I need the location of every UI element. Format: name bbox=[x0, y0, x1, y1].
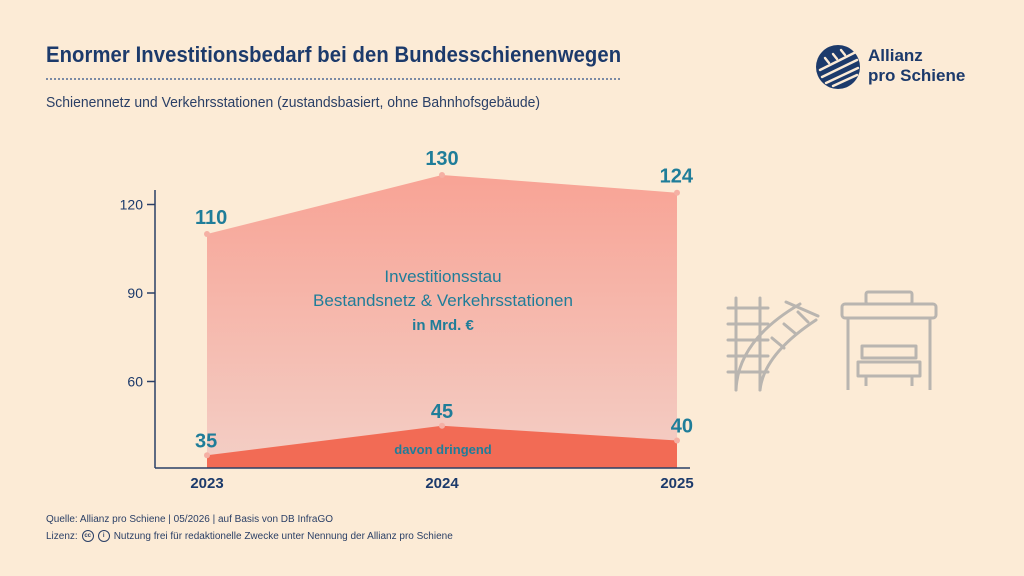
urgent-value-label: 40 bbox=[671, 416, 693, 438]
urgent-point bbox=[439, 422, 445, 429]
backlog-point bbox=[204, 231, 210, 237]
urgent-label: davon dringend bbox=[394, 442, 492, 457]
backlog-point bbox=[674, 189, 680, 196]
license-note: Lizenz: cc i Nutzung frei für redaktione… bbox=[46, 530, 453, 542]
urgent-area bbox=[207, 425, 677, 468]
area-label-line1: Investitionsstau bbox=[384, 267, 501, 286]
urgent-point bbox=[204, 452, 210, 459]
train-station-icon bbox=[840, 290, 938, 390]
source-note: Quelle: Allianz pro Schiene | 05/2026 | … bbox=[46, 514, 334, 525]
logo-line-1: Allianz bbox=[868, 46, 923, 65]
rail-switch-icon bbox=[726, 296, 820, 392]
area-label-unit: in Mrd. € bbox=[412, 317, 474, 334]
y-tick-label: 60 bbox=[127, 374, 143, 390]
urgent-point bbox=[674, 437, 680, 444]
urgent-value-label: 45 bbox=[431, 401, 453, 423]
x-tick-label: 2023 bbox=[190, 475, 223, 492]
logo-mark-icon bbox=[816, 45, 860, 89]
investment-backlog-area bbox=[207, 175, 677, 468]
y-tick-label: 90 bbox=[127, 285, 143, 301]
license-text: Nutzung frei für redaktionelle Zwecke un… bbox=[113, 530, 453, 542]
x-tick-label: 2025 bbox=[660, 475, 693, 492]
by-attribution-icon: i bbox=[97, 530, 110, 542]
title-divider bbox=[46, 78, 620, 80]
chart-title: Enormer Investitionsbedarf bei den Bunde… bbox=[46, 42, 622, 67]
logo-line-2: pro Schiene bbox=[868, 66, 966, 85]
chart-subtitle: Schienennetz und Verkehrsstationen (zust… bbox=[46, 94, 541, 111]
allianz-pro-schiene-logo: Allianz pro Schiene bbox=[815, 42, 995, 94]
backlog-value-label: 110 bbox=[195, 207, 227, 229]
x-tick-label: 2024 bbox=[425, 475, 459, 492]
decorative-icons bbox=[720, 290, 1000, 405]
y-tick-label: 120 bbox=[120, 197, 144, 213]
backlog-value-label: 124 bbox=[660, 166, 694, 188]
area-label-line2: Bestandsnetz & Verkehrsstationen bbox=[313, 291, 573, 310]
backlog-value-label: 130 bbox=[425, 148, 458, 170]
urgent-value-label: 35 bbox=[195, 430, 217, 452]
backlog-point bbox=[439, 172, 445, 178]
cc-icon: cc bbox=[81, 530, 94, 542]
license-prefix: Lizenz: bbox=[46, 530, 78, 542]
